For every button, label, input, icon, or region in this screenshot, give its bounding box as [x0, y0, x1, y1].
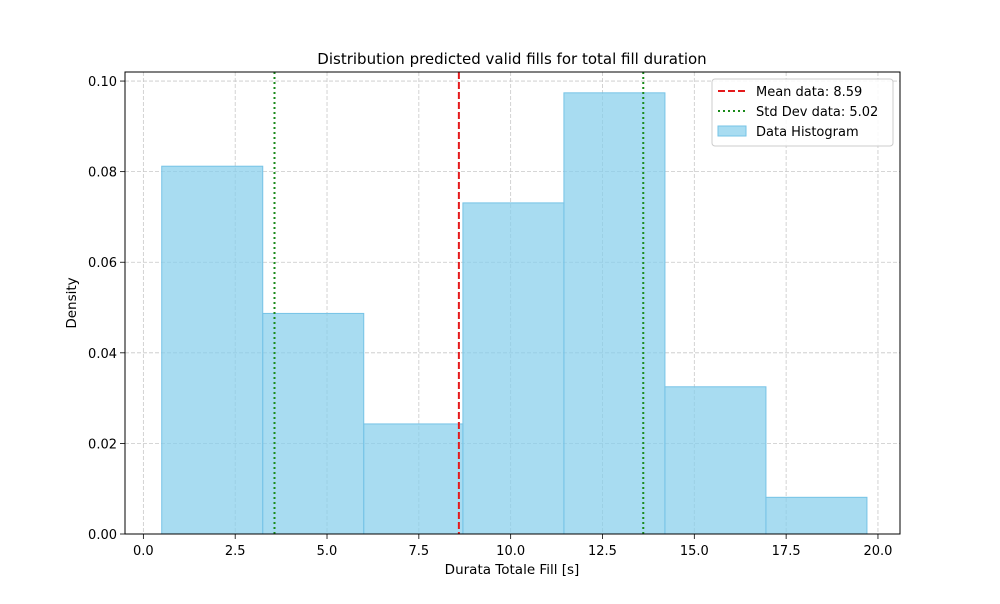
histogram-bar — [262, 312, 365, 535]
y-tick-label: 0.02 — [88, 437, 117, 452]
x-tick-label: 15.0 — [680, 544, 709, 559]
x-tick-label: 5.0 — [317, 544, 338, 559]
x-tick-label: 10.0 — [496, 544, 525, 559]
x-tick-label: 2.5 — [225, 544, 246, 559]
y-tick-label: 0.06 — [88, 256, 117, 271]
legend: Mean data: 8.59 Std Dev data: 5.02 Data Hi… — [711, 78, 894, 147]
x-tick-label: 20.0 — [863, 544, 892, 559]
y-axis-label: Density — [64, 277, 80, 328]
histogram-bar — [161, 165, 264, 535]
x-tick-label: 0.0 — [133, 544, 154, 559]
x-tick-label: 17.5 — [772, 544, 801, 559]
y-tick-label: 0.10 — [88, 75, 117, 90]
x-axis-label: Durata Totale Fill [s] — [445, 562, 580, 578]
histogram-bars — [161, 92, 868, 535]
legend-label: Mean data: 8.59 — [756, 85, 862, 100]
plot-area-frame — [124, 71, 901, 535]
legend-swatch-histogram — [717, 125, 747, 137]
y-tick-label: 0.08 — [88, 166, 117, 181]
legend-box — [711, 78, 894, 147]
reference-lines — [273, 72, 645, 534]
x-tick-label: 7.5 — [408, 544, 429, 559]
y-tick-label: 0.00 — [88, 528, 117, 543]
histogram-bar — [363, 423, 464, 535]
legend-label: Data Histogram — [756, 125, 859, 140]
histogram-bar — [563, 92, 666, 535]
x-axis-ticks: 0.0 2.5 5.0 7.5 10.0 12.5 15.0 17.5 20.0 — [133, 534, 892, 559]
y-tick-label: 0.04 — [88, 347, 117, 362]
y-axis-ticks: 0.00 0.02 0.04 0.06 0.08 0.10 — [88, 75, 125, 543]
x-tick-label: 12.5 — [588, 544, 617, 559]
histogram-bar — [462, 202, 565, 535]
chart-title: Distribution predicted valid fills for t… — [317, 50, 706, 68]
legend-label: Std Dev data: 5.02 — [756, 105, 878, 120]
histogram-bar — [664, 386, 767, 535]
histogram-bar — [765, 496, 868, 535]
